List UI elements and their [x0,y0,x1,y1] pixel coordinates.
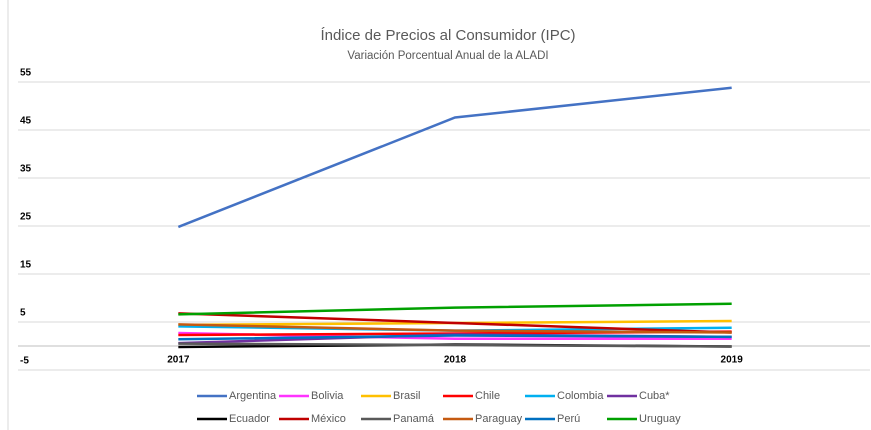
legend-label: Chile [475,390,500,402]
series-line [177,86,732,229]
chart-title: Índice de Precios al Consumidor (IPC) [320,27,575,44]
series-line [178,342,732,348]
chart-subtitle: Variación Porcentual Anual de la ALADI [347,50,548,62]
series-line [178,302,732,316]
legend-label: Ecuador [229,413,270,425]
legend-label: Brasil [393,390,421,402]
legend-label: Bolivia [311,390,344,402]
y-tick-label: 5 [20,308,26,319]
y-tick-label: 55 [20,68,32,79]
legend-label: Uruguay [639,413,681,425]
legend-label: Argentina [229,390,277,402]
legend-label: Perú [557,413,580,425]
y-tick-label: 35 [20,164,32,175]
series-line [178,323,732,334]
series-line [178,312,732,334]
x-tick-label: 2017 [167,355,190,366]
y-tick-label: 15 [20,260,32,271]
y-tick-label: 45 [20,116,32,127]
legend-label: Panamá [393,413,435,425]
legend-label: Paraguay [475,413,523,425]
legend-label: Colombia [557,390,604,402]
x-tick-label: 2019 [721,355,744,366]
legend-label: Cuba* [639,390,670,402]
y-tick-label: -5 [20,356,29,367]
x-tick-label: 2018 [444,355,467,366]
y-tick-label: 25 [20,212,32,223]
series-line [178,334,732,341]
legend-label: México [311,413,346,425]
